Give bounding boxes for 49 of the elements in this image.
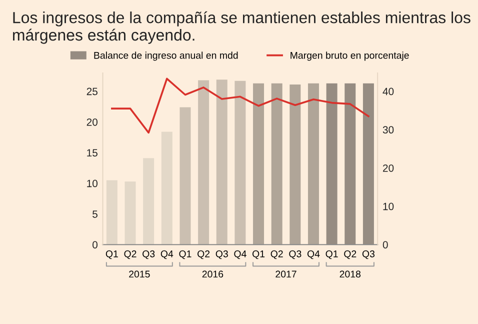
y-tick-label: 5 [92, 210, 98, 218]
x-tick-label: Q4 [160, 250, 174, 260]
x-tick-label: Q1 [326, 250, 338, 260]
bar [290, 84, 301, 245]
x-tick-label: Q1 [106, 250, 118, 260]
x-tick-label: Q4 [234, 250, 246, 260]
legend-label: Margen bruto en porcentaje [290, 52, 409, 61]
y2-tick-label: 30 [382, 126, 394, 134]
bar [234, 80, 246, 245]
y2-tick-label: 0 [382, 241, 388, 248]
y2-tick-label: 20 [383, 164, 394, 172]
x-tick-label: Q2 [270, 250, 283, 260]
chart-title: Los ingresos de la compañía se mantienen estables mientras los márgenes están cayendo. [13, 11, 470, 44]
bar [106, 180, 118, 245]
bar [180, 107, 191, 245]
text: 2016 [202, 270, 224, 278]
text: 2015 [129, 270, 150, 278]
line-series [111, 78, 370, 134]
bar [271, 83, 282, 245]
x-tick-label: Q3 [142, 250, 155, 260]
x-tick-label: Q2 [198, 250, 210, 260]
text: 2017 [276, 270, 296, 278]
x-tick-label: Q3 [289, 250, 302, 260]
bar [326, 83, 338, 245]
y-tick-label: 10 [87, 180, 98, 188]
y-tick-label: 25 [86, 88, 98, 96]
bar [308, 83, 319, 245]
y-tick-label: 20 [86, 118, 98, 126]
bar [198, 80, 210, 245]
x-tick-label: Q2 [344, 250, 356, 260]
legend-label: Balance de ingreso anual en mdd [94, 52, 238, 61]
y2-tick-label: 10 [383, 202, 394, 210]
x-tick-label: Q4 [307, 250, 320, 260]
x-tick-label: Q1 [252, 250, 265, 260]
x-tick-label: Q3 [362, 250, 375, 260]
x-tick-label: Q1 [179, 250, 192, 260]
y-tick-label: 0 [92, 241, 98, 248]
bar [124, 181, 136, 245]
y-tick-label: 15 [87, 149, 98, 157]
bar [344, 83, 356, 245]
bar [216, 80, 228, 245]
text: 2018 [340, 270, 361, 278]
bar [143, 158, 154, 245]
bar [161, 132, 172, 245]
bar [253, 83, 264, 245]
x-tick-label: Q2 [124, 250, 136, 260]
bar [362, 83, 374, 245]
y2-tick-label: 40 [382, 88, 394, 96]
x-tick-label: Q3 [216, 250, 228, 260]
